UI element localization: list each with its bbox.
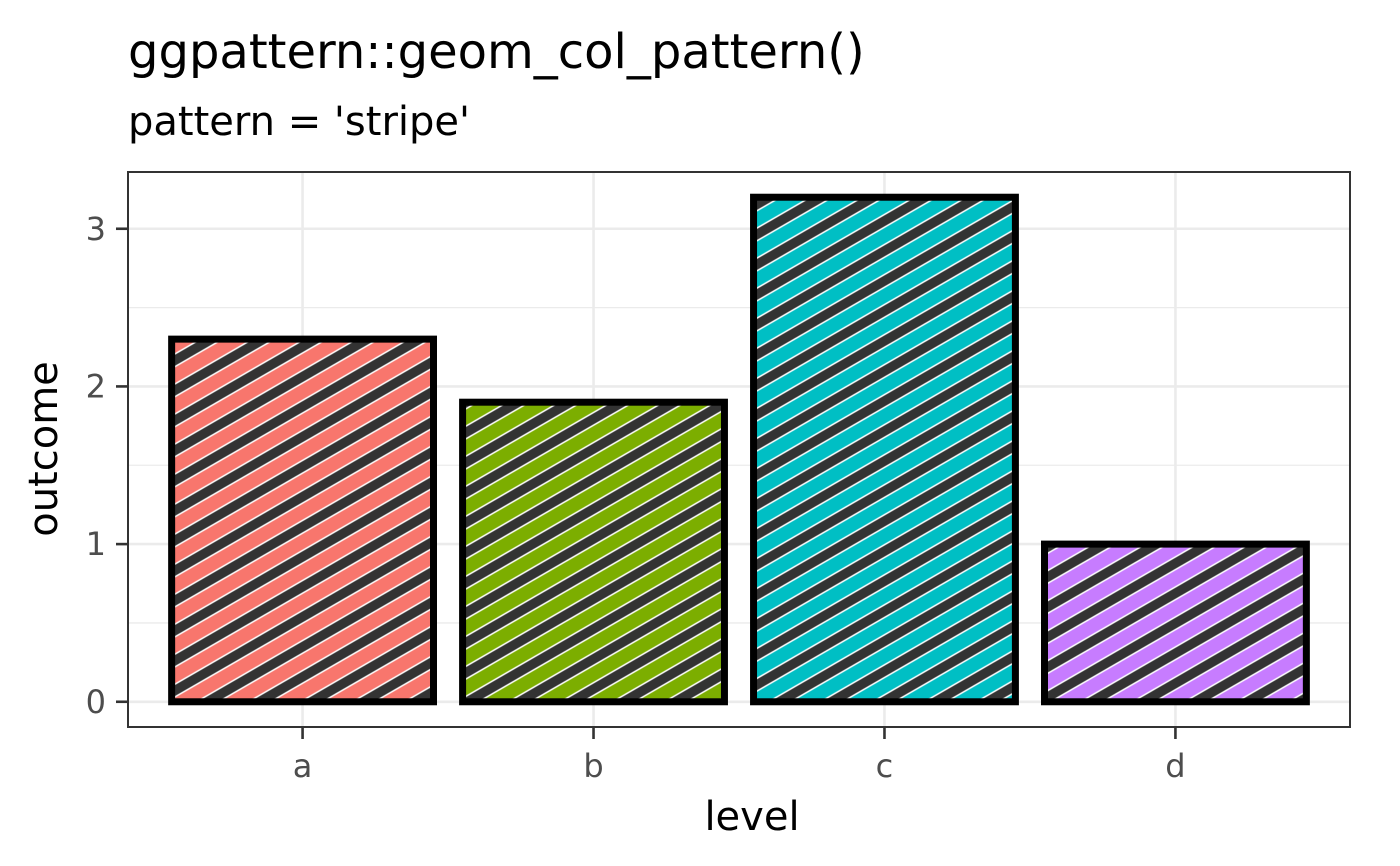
x-tick-label: d	[1165, 747, 1185, 785]
y-axis-title: outcome	[21, 361, 67, 537]
x-axis: a b c d	[293, 727, 1186, 785]
x-axis-title: level	[704, 794, 799, 840]
bars	[168, 193, 1310, 706]
y-tick-label: 2	[86, 367, 106, 405]
chart-subtitle: pattern = 'stripe'	[128, 99, 470, 145]
bar-b	[459, 398, 728, 706]
y-tick-label: 1	[86, 525, 106, 563]
bar-a	[168, 335, 437, 706]
chart-title: ggpattern::geom_col_pattern()	[128, 24, 865, 80]
x-tick-label: a	[293, 747, 313, 785]
y-tick-label: 0	[86, 683, 106, 721]
y-tick-label: 3	[86, 210, 106, 248]
bar-d	[1041, 540, 1310, 706]
bar-c	[750, 193, 1019, 706]
x-tick-label: c	[876, 747, 894, 785]
x-tick-label: b	[583, 747, 603, 785]
panel-border	[127, 171, 1351, 728]
y-axis: 0 1 2 3	[86, 210, 128, 721]
